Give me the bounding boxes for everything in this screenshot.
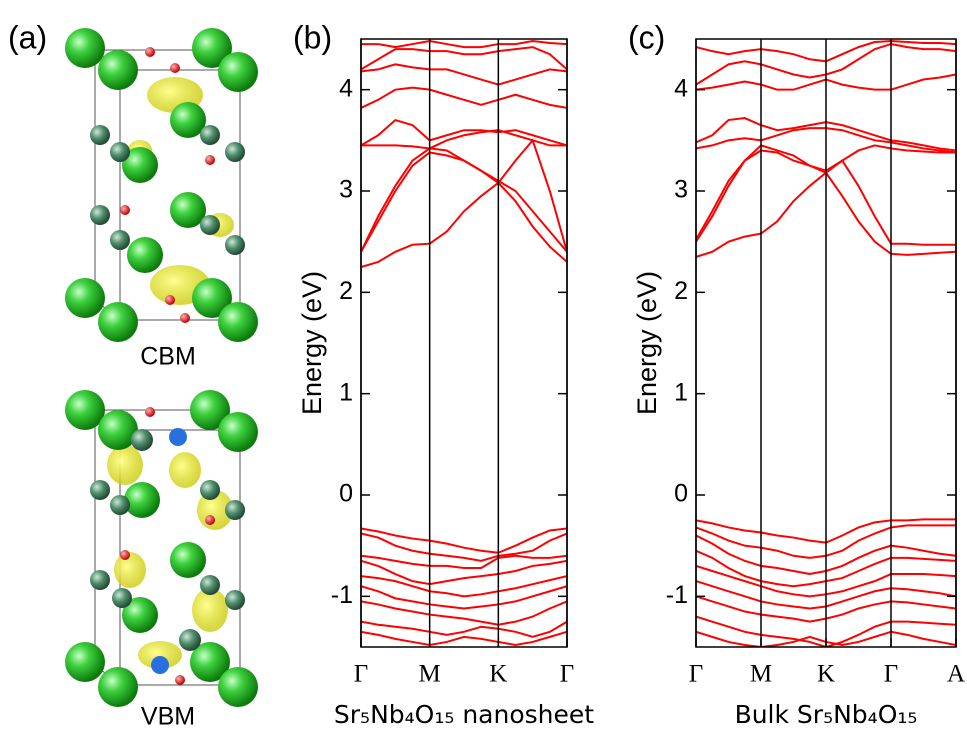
structure-label: CBM — [140, 343, 196, 371]
y-tick-label: -1 — [666, 581, 688, 609]
y-tick-label: 4 — [339, 74, 353, 102]
cbm-structure — [65, 28, 258, 342]
band-line — [361, 130, 567, 148]
x-tick-label: M — [419, 661, 441, 688]
y-tick-label: -1 — [331, 581, 353, 609]
bands — [361, 41, 567, 645]
y-tick-label: 3 — [674, 176, 688, 204]
panel-label: (b) — [293, 19, 332, 55]
y-tick-label: 1 — [674, 378, 688, 406]
x-tick-label: K — [489, 661, 507, 688]
x-tick-label: Γ — [884, 661, 898, 688]
y-tick-label: 2 — [339, 277, 353, 305]
vbm-structure — [65, 390, 258, 707]
y-tick-label: 1 — [339, 378, 353, 406]
x-axis-label: Sr₅Nb₄O₁₅ nanosheet — [334, 700, 594, 729]
y-tick-label: 4 — [674, 74, 688, 102]
band-line — [361, 88, 567, 108]
figure: (a) CBM — [0, 0, 967, 740]
band-line — [361, 64, 567, 84]
x-tick-label: Γ — [560, 661, 574, 688]
x-axis-label: Bulk Sr₅Nb₄O₁₅ — [735, 700, 918, 729]
y-tick-label: 0 — [674, 480, 688, 508]
y-tick-label: 0 — [339, 480, 353, 508]
panel-label: (a) — [8, 19, 47, 55]
x-tick-label: A — [947, 661, 965, 688]
y-tick-label: 3 — [339, 176, 353, 204]
band-line — [361, 601, 567, 624]
band-line — [361, 576, 567, 596]
x-tick-label: M — [750, 661, 772, 688]
y-axis-label: Energy (eV) — [297, 271, 327, 415]
x-tick-label: K — [817, 661, 835, 688]
y-axis-label: Energy (eV) — [632, 271, 662, 415]
y-tick-label: 2 — [674, 277, 688, 305]
structure-label: VBM — [141, 703, 195, 731]
band-line — [361, 622, 567, 637]
x-tick-label: Γ — [689, 661, 703, 688]
panel-label: (c) — [628, 19, 665, 55]
band-line — [361, 148, 567, 251]
band-line — [361, 586, 567, 608]
band-line — [361, 140, 567, 251]
band-line — [361, 632, 567, 645]
band-line — [361, 41, 567, 47]
x-tick-label: Γ — [354, 661, 368, 688]
